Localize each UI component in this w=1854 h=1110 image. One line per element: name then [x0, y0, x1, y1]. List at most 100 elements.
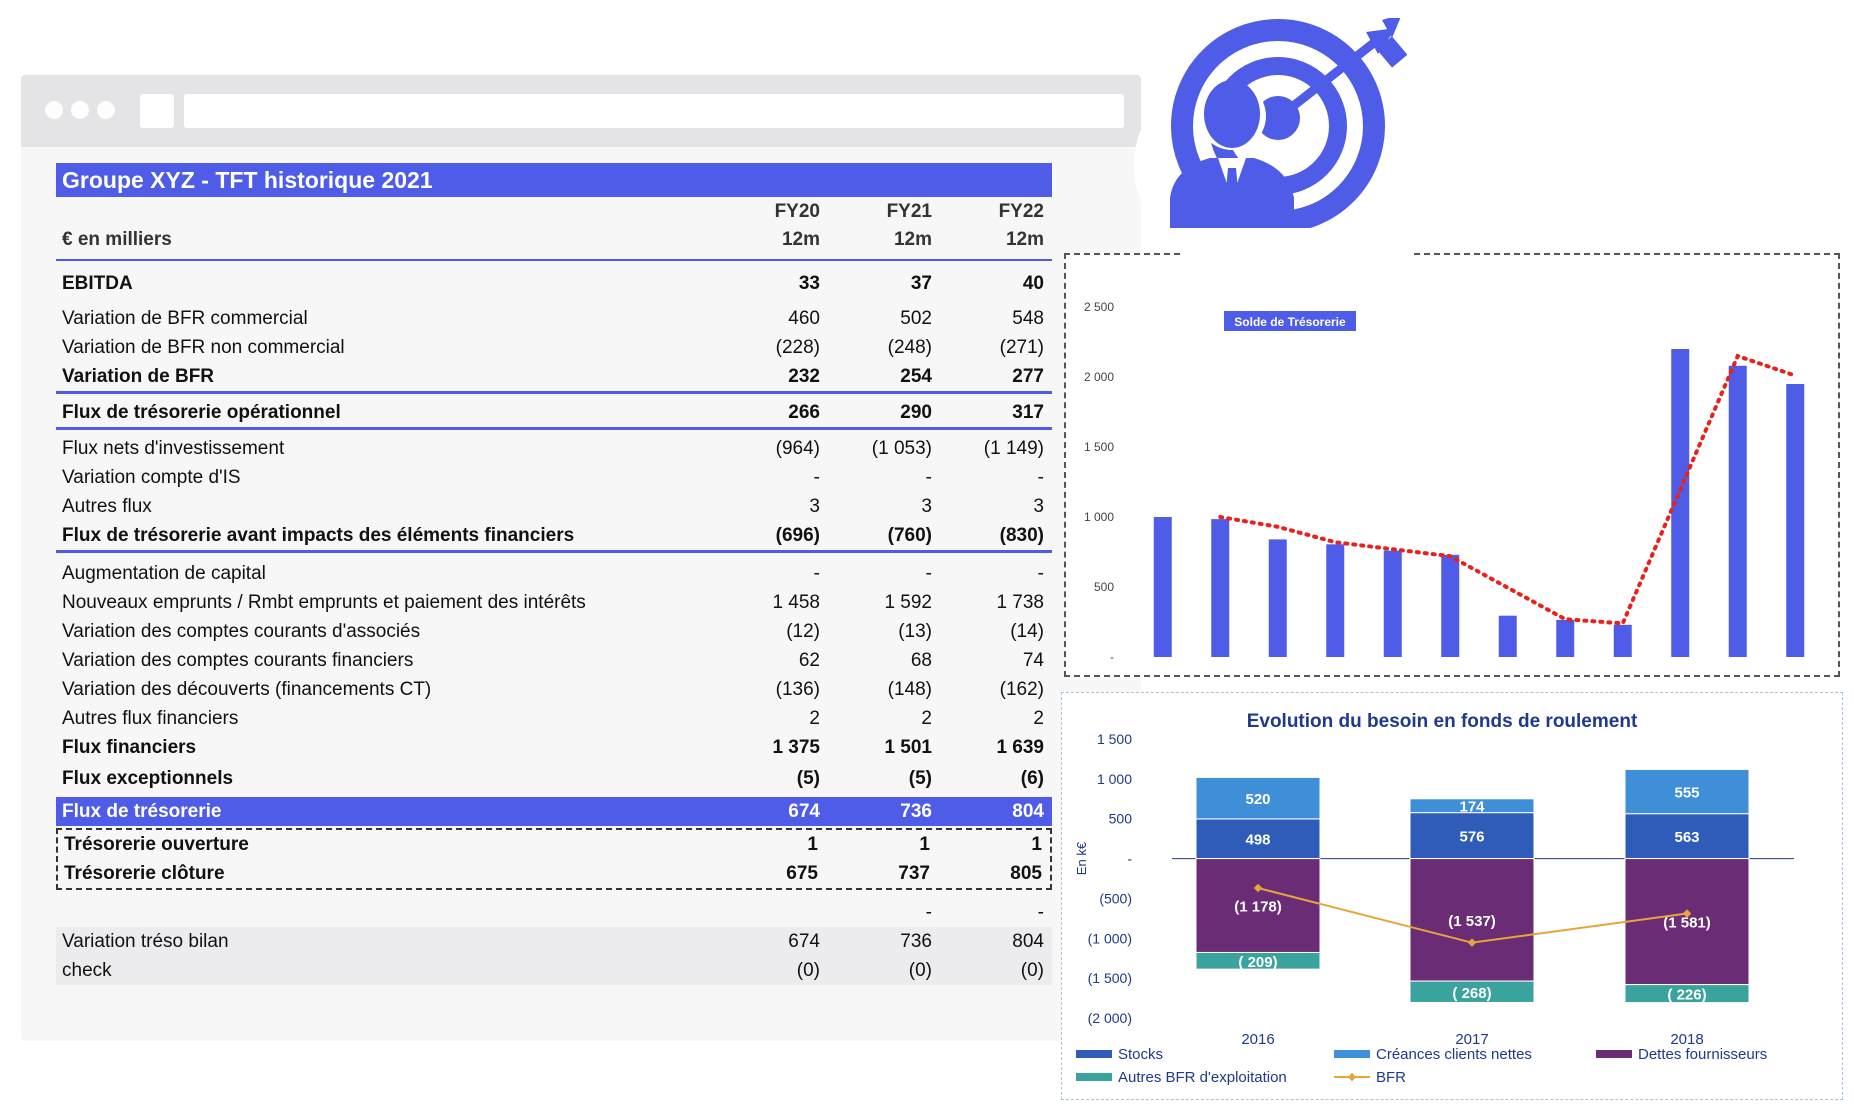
cell-fy21: 37: [910, 273, 932, 294]
cell-fy22: (162): [999, 679, 1044, 700]
y-tick-label: (1 500): [1088, 970, 1132, 986]
bar: [1498, 615, 1517, 657]
cell-fy22: -: [1037, 563, 1044, 584]
chart-border-gap: [1180, 248, 1410, 258]
data-label: ( 226): [1667, 987, 1706, 1004]
cell-fy20: (964): [775, 438, 820, 459]
table-row: Variation des découverts (financements C…: [56, 675, 1052, 704]
data-label: (1 178): [1234, 899, 1282, 916]
cell-fy21: 1 592: [884, 592, 932, 613]
cell-fy22: (271): [999, 337, 1044, 358]
cell-fy22: 548: [1012, 308, 1044, 329]
cell-fy21: -: [925, 563, 932, 584]
address-bar[interactable]: [184, 94, 1124, 128]
y-tick-label: 1 000: [1097, 771, 1132, 787]
cell-fy20: (136): [775, 679, 820, 700]
data-label: (1 581): [1663, 915, 1711, 932]
cell-fy22: 1 738: [996, 592, 1044, 613]
table-row: Flux de trésorerie 674 736 804: [56, 797, 1052, 826]
table-row: Variation de BFR 232 254 277: [56, 362, 1052, 394]
cell-fy22: 277: [1012, 366, 1044, 387]
row-spacer: [56, 261, 1052, 269]
cash-balance-chart: - 500 1 000 1 500 2 000 2 500 Solde de Trésore…: [1064, 253, 1840, 677]
row-label: Flux financiers: [62, 737, 197, 758]
cell-fy21: 737: [898, 863, 930, 884]
row-label: Flux exceptionnels: [62, 768, 234, 789]
stack-segment: [1409, 812, 1535, 860]
businessman-target-icon: [1170, 18, 1408, 228]
window-maximize-dot[interactable]: [97, 101, 115, 119]
table-row: Flux de trésorerie avant impacts des élé…: [56, 521, 1052, 553]
row-label: Trésorerie clôture: [64, 863, 225, 884]
y-tick-label: 500: [1094, 580, 1114, 594]
cell-fy21: 736: [900, 931, 932, 952]
cell-fy21: (0): [908, 960, 932, 981]
cell-fy22: 805: [1010, 863, 1042, 884]
bar: [1268, 539, 1287, 657]
cell-fy21: 290: [900, 402, 932, 423]
legend-label: Créances clients nettes: [1376, 1046, 1532, 1063]
table-row: check (0) (0) (0): [56, 956, 1052, 985]
bar: [1211, 519, 1230, 657]
cell-fy22: 1 639: [996, 737, 1044, 758]
cell-fy20: 33: [798, 273, 820, 294]
cash-balance-plot: - 500 1 000 1 500 2 000 2 500 Solde de Trésore…: [1084, 300, 1805, 664]
legend-label: Autres BFR d'exploitation: [1118, 1069, 1287, 1086]
row-spacer: [56, 890, 1052, 898]
window-minimize-dot[interactable]: [71, 101, 89, 119]
browser-toolbar: [21, 75, 1141, 147]
table-row: Trésorerie ouverture 1 1 1: [58, 830, 1050, 859]
cash-position-box: Trésorerie ouverture 1 1 1 Trésorerie clôtur…: [56, 828, 1052, 890]
unit-label: € en milliers: [62, 229, 172, 250]
browser-tab[interactable]: [140, 94, 174, 128]
y-tick-label: 500: [1109, 811, 1133, 827]
legend-label: Stocks: [1118, 1046, 1163, 1063]
cell-fy22: 1: [1031, 834, 1042, 855]
bar: [1613, 624, 1632, 657]
stack-segment: [1409, 980, 1535, 1003]
cell-fy20: 460: [788, 308, 820, 329]
stack-segment: [1195, 776, 1321, 820]
cell-fy20: 3: [809, 496, 820, 517]
bar: [1786, 384, 1805, 657]
cell-fy22: (6): [1020, 768, 1044, 789]
cell-fy21: (5): [908, 768, 932, 789]
bar: [1728, 365, 1747, 657]
stack-segment: [1195, 818, 1321, 860]
cell-fy20: -: [813, 563, 820, 584]
cell-fy21: -: [925, 467, 932, 488]
cell-fy20: -: [813, 467, 820, 488]
cell-fy22: 40: [1022, 273, 1044, 294]
row-label: Flux de trésorerie avant impacts des élé…: [62, 525, 575, 546]
stack-segment: [1624, 984, 1750, 1004]
header-divider: [56, 259, 1052, 261]
row-label: Variation des découverts (financements C…: [62, 679, 432, 700]
cell-fy21: 1: [919, 834, 930, 855]
x-tick-label: 2018: [1670, 1031, 1703, 1048]
cell-fy21: -: [925, 902, 932, 923]
legend-label: Dettes fournisseurs: [1638, 1046, 1767, 1063]
bar: [1671, 349, 1690, 657]
data-label: 555: [1674, 785, 1699, 802]
y-tick-label: 1 500: [1084, 440, 1114, 454]
data-label: (1 537): [1448, 913, 1496, 930]
cell-fy22: -: [1037, 467, 1044, 488]
row-label: Autres flux: [62, 496, 152, 517]
window-close-dot[interactable]: [45, 101, 63, 119]
cell-fy20: 266: [788, 402, 820, 423]
data-label: 520: [1245, 791, 1270, 808]
row-label: Flux de trésorerie opérationnel: [62, 402, 341, 423]
row-label: Variation des comptes courants financier…: [62, 650, 414, 671]
table-row: Nouveaux emprunts / Rmbt emprunts et pai…: [56, 588, 1052, 617]
cell-fy21: 736: [900, 801, 932, 822]
bar: [1556, 619, 1575, 657]
row-label: Flux de trésorerie: [62, 801, 222, 822]
legend-swatch: [1334, 1050, 1370, 1058]
cell-fy22: -: [1037, 902, 1044, 923]
row-label: Autres flux financiers: [62, 708, 239, 729]
header-years: FY20 FY21 FY22: [56, 197, 1052, 227]
cell-fy21: 2: [921, 708, 932, 729]
cell-fy22: (0): [1020, 960, 1044, 981]
table-row: --: [56, 898, 1052, 927]
row-label: Variation de BFR non commercial: [62, 337, 345, 358]
